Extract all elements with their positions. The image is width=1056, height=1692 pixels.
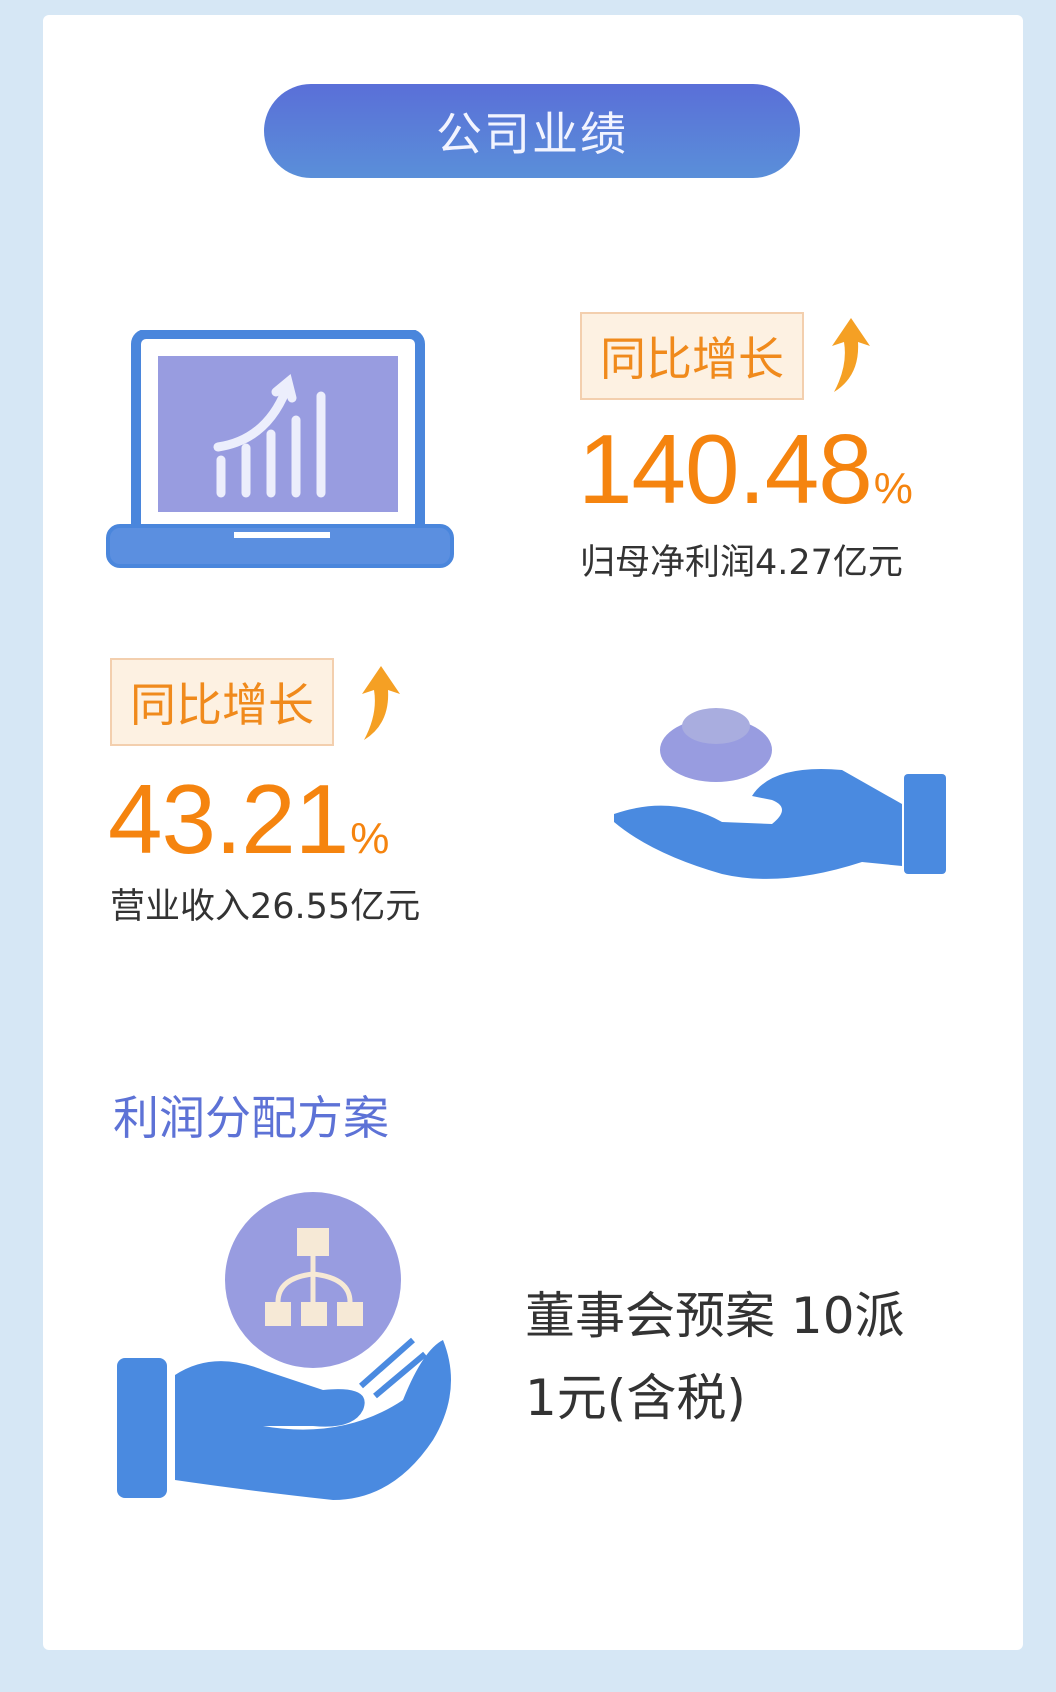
net-profit-caption: 归母净利润4.27亿元 xyxy=(580,543,903,583)
section-title-pill: 公司业绩 xyxy=(264,84,800,178)
yoy-growth-tag-1: 同比增长 xyxy=(580,312,804,400)
revenue-caption: 营业收入26.55亿元 xyxy=(110,887,421,927)
profit-distribution-heading: 利润分配方案 xyxy=(113,1091,389,1145)
hand-hierarchy-icon xyxy=(117,1192,451,1500)
revenue-growth-value: 43.21% xyxy=(108,764,389,874)
up-arrow-icon xyxy=(832,318,870,392)
tag-label: 同比增长 xyxy=(130,678,314,732)
up-arrow-icon xyxy=(362,666,400,740)
tag-label: 同比增长 xyxy=(600,332,784,386)
dividend-plan: 董事会预案 10派 1元(含税) xyxy=(525,1275,965,1439)
section-title: 公司业绩 xyxy=(436,107,628,161)
dividend-plan-line-2: 1元(含税) xyxy=(525,1369,746,1427)
dividend-plan-line-1: 董事会预案 10派 xyxy=(525,1287,905,1345)
net-profit-growth-value: 140.48% xyxy=(578,414,913,524)
laptop-chart-icon xyxy=(106,330,454,568)
hand-ingot-icon xyxy=(614,708,946,879)
yoy-growth-tag-2: 同比增长 xyxy=(110,658,334,746)
